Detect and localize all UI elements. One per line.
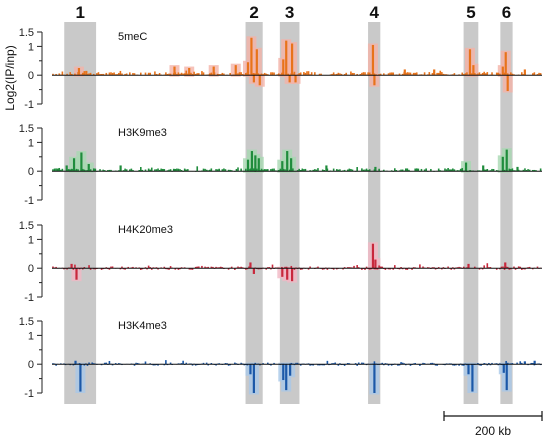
- highlight-region-5: [463, 22, 479, 404]
- track-h3k4me3: 1.5 1 0 -1 H3K4me3: [19, 316, 542, 400]
- scale-bar: 200 kb: [443, 411, 543, 438]
- y-tick-label: 1: [28, 137, 34, 149]
- region-number-4: 4: [369, 3, 379, 22]
- highlight-region-6: [500, 22, 513, 404]
- y-tick-label: 0: [28, 166, 34, 178]
- y-tick-label: -1: [24, 195, 34, 207]
- track-h3k9me3: 1.5 1 0 -1 H3K9me3: [19, 123, 542, 207]
- y-tick-label: 1.5: [19, 220, 34, 232]
- y-tick-label: 1: [28, 234, 34, 246]
- y-tick-label: 1.5: [19, 27, 34, 39]
- y-tick-label: 0: [28, 263, 34, 275]
- y-tick-label: 1: [28, 330, 34, 342]
- track-title: H3K9me3: [118, 127, 167, 139]
- highlight-region-1: [64, 22, 97, 404]
- region-number-3: 3: [285, 3, 294, 22]
- highlight-region-3: [279, 22, 300, 404]
- y-tick-label: -1: [24, 388, 34, 400]
- scale-bar-label: 200 kb: [475, 424, 511, 438]
- y-tick-label: -1: [24, 99, 34, 111]
- track-5mec: 1.5 1 0 -1 5meC: [19, 27, 542, 111]
- track-panels: 1.5 1 0 -1 5meC 1.5 1 0 -1 H3K9me3 1.5 1 0 -1 H4K20me3…: [19, 27, 542, 400]
- y-tick-label: -1: [24, 292, 34, 304]
- region-number-5: 5: [466, 3, 475, 22]
- track-h4k20me3: 1.5 1 0 -1 H4K20me3: [19, 220, 542, 304]
- y-tick-label: 0: [28, 70, 34, 82]
- track-title: H3K4me3: [118, 320, 167, 332]
- y-tick-label: 1.5: [19, 123, 34, 135]
- y-tick-label: 1.5: [19, 316, 34, 328]
- highlight-region-4: [368, 22, 381, 404]
- region-number-2: 2: [249, 3, 258, 22]
- region-number-6: 6: [502, 3, 511, 22]
- y-axis-label: Log2(IP/inp): [3, 45, 17, 110]
- y-tick-label: 1: [28, 41, 34, 53]
- y-tick-label: 0: [28, 359, 34, 371]
- track-title: H4K20me3: [118, 224, 173, 236]
- region-number-1: 1: [75, 3, 84, 22]
- highlight-region-2: [245, 22, 263, 404]
- track-title: 5meC: [118, 31, 147, 43]
- highlight-regions: 1 2 3 4 5 6: [64, 3, 513, 404]
